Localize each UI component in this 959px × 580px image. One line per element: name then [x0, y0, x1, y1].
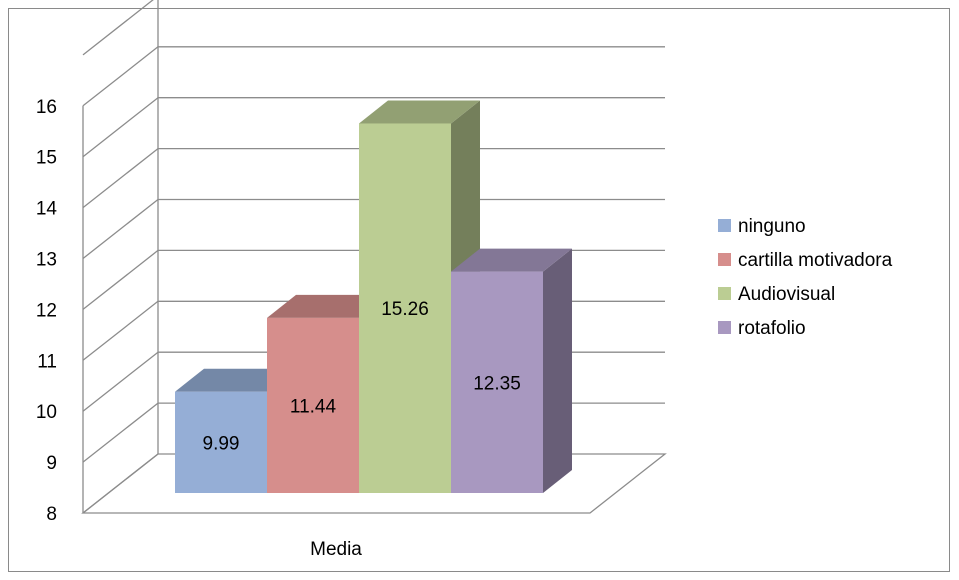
legend-label: rotafolio	[738, 318, 806, 339]
gridline-side-3	[82, 300, 159, 361]
gridline-side-4	[82, 249, 159, 310]
bar-front-face	[175, 391, 267, 493]
bar-front-face	[359, 123, 451, 493]
y-axis-ticks: 8 9 10 11 12 13 14 15 16	[36, 97, 58, 525]
legend-label: ninguno	[738, 216, 806, 237]
bar-front-face	[451, 271, 543, 493]
legend-swatch	[718, 321, 731, 334]
data-label: 12.35	[473, 373, 521, 394]
gridline-side-2	[82, 351, 159, 412]
gridline-side-6	[82, 148, 159, 209]
data-labels: 9.99 11.44 15.26 12.35	[203, 299, 521, 454]
data-label: 9.99	[203, 433, 240, 454]
bar-rotafolio	[451, 248, 572, 493]
gridline-side-0	[82, 453, 159, 514]
legend-item: ninguno	[718, 216, 806, 237]
bar-top-face	[267, 294, 388, 318]
gridline-side-1	[82, 402, 159, 463]
legend-item: Audiovisual	[718, 284, 835, 305]
y-tick-label: 8	[46, 504, 57, 525]
y-tick-label: 13	[36, 250, 57, 271]
y-tick-label: 15	[36, 148, 57, 169]
category-labels: Media	[310, 539, 362, 560]
y-tick-label: 12	[36, 300, 57, 321]
legend-label: Audiovisual	[738, 284, 835, 305]
legend-item: rotafolio	[718, 318, 806, 339]
bars	[175, 100, 572, 493]
gridline-side-8	[82, 46, 159, 107]
y-tick-label: 10	[36, 402, 57, 423]
y-tick-label: 11	[37, 351, 57, 372]
y-tick-label: 9	[46, 453, 57, 474]
gridline-side-5	[82, 198, 159, 260]
gridline-side-9	[82, 0, 154, 56]
bar-top-face	[175, 368, 296, 392]
y-tick-label: 14	[36, 199, 58, 220]
data-label: 15.26	[381, 299, 429, 320]
bar-top-face	[451, 248, 572, 272]
legend-swatch	[718, 287, 731, 300]
legend: ninguno cartilla motivadora Audiovisual rot…	[718, 216, 893, 339]
gridline-side-7	[82, 97, 159, 158]
bar-side-face	[543, 248, 572, 493]
data-label: 11.44	[290, 396, 337, 417]
legend-swatch	[718, 253, 731, 266]
x-category-label: Media	[310, 539, 362, 560]
bar-front-face	[267, 317, 359, 493]
legend-swatch	[718, 219, 731, 232]
y-tick-label: 16	[36, 97, 57, 118]
legend-item: cartilla motivadora	[718, 250, 893, 271]
legend-label: cartilla motivadora	[738, 250, 893, 271]
bar-top-face	[359, 100, 480, 124]
